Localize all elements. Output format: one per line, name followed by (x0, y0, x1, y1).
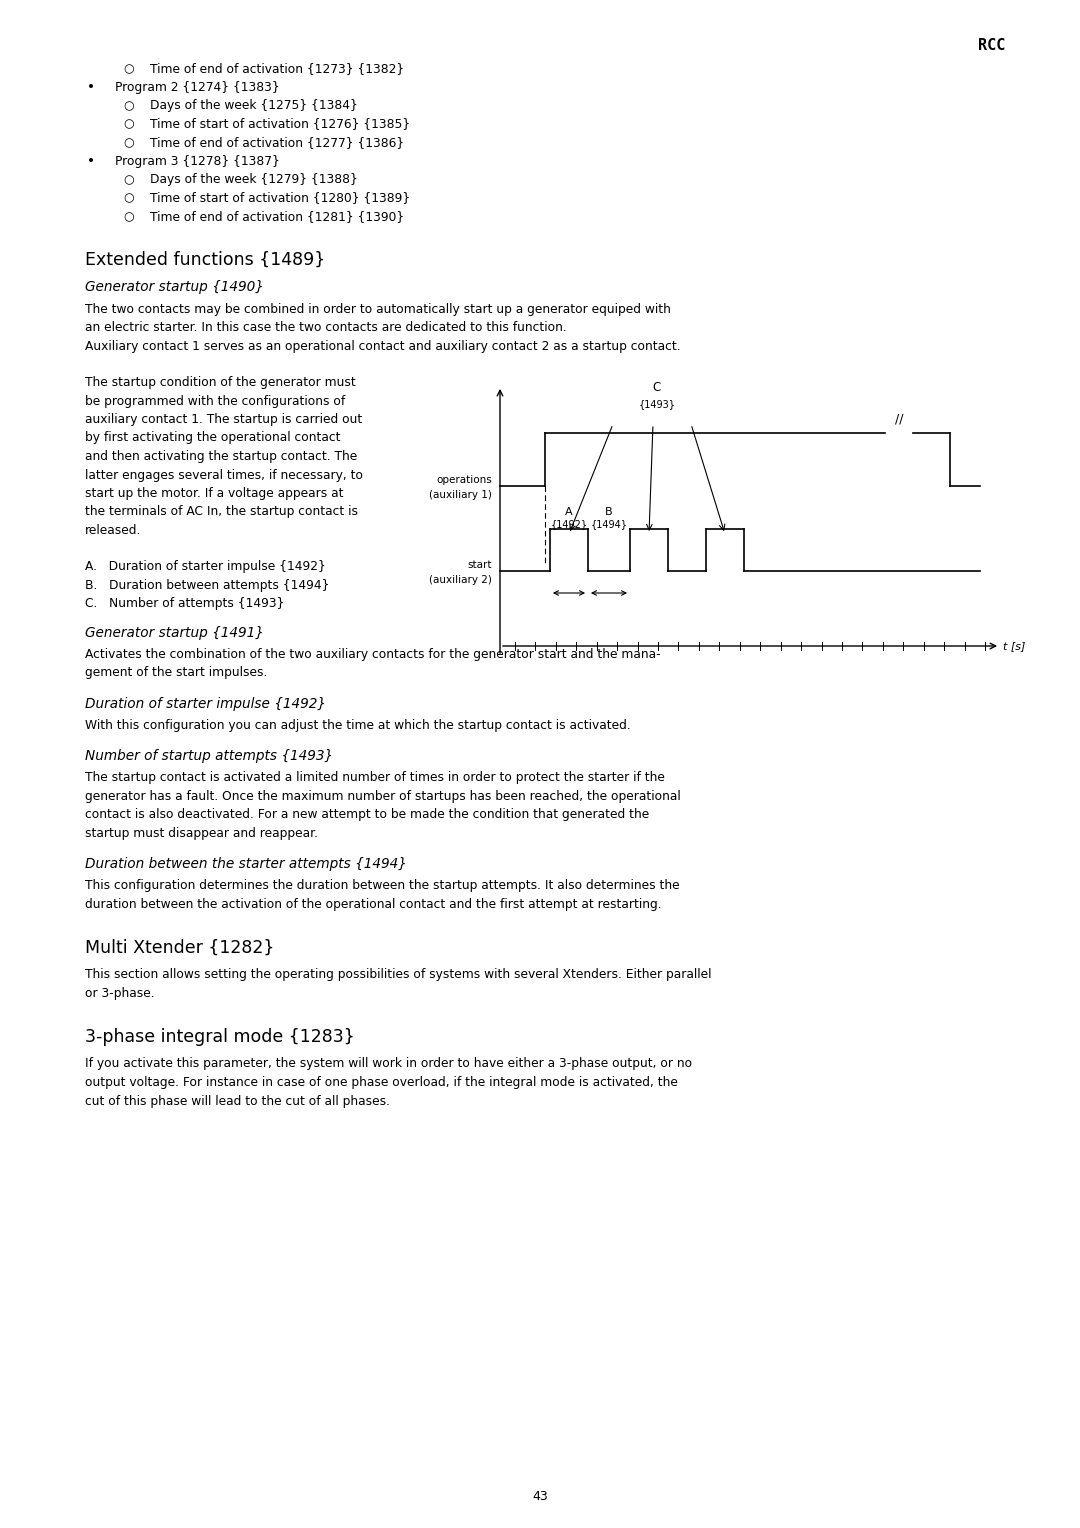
Text: generator has a fault. Once the maximum number of startups has been reached, the: generator has a fault. Once the maximum … (85, 790, 680, 804)
Text: B: B (605, 507, 612, 516)
Text: ○: ○ (123, 136, 134, 150)
Text: Time of start of activation {1276} {1385}: Time of start of activation {1276} {1385… (150, 118, 410, 130)
Text: This configuration determines the duration between the startup attempts. It also: This configuration determines the durati… (85, 880, 679, 892)
Text: released.: released. (85, 524, 141, 536)
Text: {1494}: {1494} (591, 520, 627, 529)
Text: {1492}: {1492} (551, 520, 588, 529)
Text: •: • (87, 81, 95, 95)
Text: A: A (565, 507, 572, 516)
Text: ○: ○ (123, 173, 134, 186)
Text: ○: ○ (123, 63, 134, 75)
Text: C: C (653, 380, 661, 394)
Text: {1493}: {1493} (638, 399, 675, 410)
Text: Generator startup {1490}: Generator startup {1490} (85, 281, 264, 295)
Text: operations: operations (436, 475, 492, 484)
Text: A.   Duration of starter impulse {1492}: A. Duration of starter impulse {1492} (85, 561, 326, 573)
Text: Time of end of activation {1273} {1382}: Time of end of activation {1273} {1382} (150, 63, 404, 75)
Text: (auxiliary 2): (auxiliary 2) (429, 575, 492, 585)
Text: startup must disappear and reappear.: startup must disappear and reappear. (85, 827, 318, 840)
Text: Days of the week {1275} {1384}: Days of the week {1275} {1384} (150, 99, 357, 112)
Text: be programmed with the configurations of: be programmed with the configurations of (85, 394, 346, 408)
Text: (auxiliary 1): (auxiliary 1) (429, 490, 492, 500)
Text: Days of the week {1279} {1388}: Days of the week {1279} {1388} (150, 173, 357, 186)
Text: Extended functions {1489}: Extended functions {1489} (85, 251, 325, 269)
Text: This section allows setting the operating possibilities of systems with several : This section allows setting the operatin… (85, 969, 712, 981)
Text: Number of startup attempts {1493}: Number of startup attempts {1493} (85, 750, 333, 764)
Text: start: start (468, 559, 492, 570)
Text: The two contacts may be combined in order to automatically start up a generator : The two contacts may be combined in orde… (85, 303, 671, 315)
Text: Time of end of activation {1277} {1386}: Time of end of activation {1277} {1386} (150, 136, 404, 150)
Text: cut of this phase will lead to the cut of all phases.: cut of this phase will lead to the cut o… (85, 1094, 390, 1108)
Text: an electric starter. In this case the two contacts are dedicated to this functio: an electric starter. In this case the tw… (85, 321, 567, 335)
Text: output voltage. For instance in case of one phase overload, if the integral mode: output voltage. For instance in case of … (85, 1076, 678, 1089)
Text: latter engages several times, if necessary, to: latter engages several times, if necessa… (85, 469, 363, 481)
Text: ○: ○ (123, 209, 134, 223)
Text: The startup condition of the generator must: The startup condition of the generator m… (85, 376, 355, 390)
Text: Multi Xtender {1282}: Multi Xtender {1282} (85, 938, 274, 957)
Text: auxiliary contact 1. The startup is carried out: auxiliary contact 1. The startup is carr… (85, 413, 362, 426)
Text: C.   Number of attempts {1493}: C. Number of attempts {1493} (85, 597, 284, 611)
Text: 43: 43 (532, 1490, 548, 1502)
Text: 3-phase integral mode {1283}: 3-phase integral mode {1283} (85, 1027, 354, 1045)
Text: Time of start of activation {1280} {1389}: Time of start of activation {1280} {1389… (150, 191, 410, 205)
Text: start up the motor. If a voltage appears at: start up the motor. If a voltage appears… (85, 487, 343, 500)
Text: duration between the activation of the operational contact and the first attempt: duration between the activation of the o… (85, 898, 662, 911)
Text: Activates the combination of the two auxiliary contacts for the generator start : Activates the combination of the two aux… (85, 648, 661, 662)
Text: Program 2 {1274} {1383}: Program 2 {1274} {1383} (114, 81, 280, 93)
Text: Auxiliary contact 1 serves as an operational contact and auxiliary contact 2 as : Auxiliary contact 1 serves as an operati… (85, 339, 680, 353)
Text: Time of end of activation {1281} {1390}: Time of end of activation {1281} {1390} (150, 209, 404, 223)
Text: ○: ○ (123, 99, 134, 112)
Text: The startup contact is activated a limited number of times in order to protect t: The startup contact is activated a limit… (85, 772, 665, 784)
Text: and then activating the startup contact. The: and then activating the startup contact.… (85, 451, 357, 463)
Text: ○: ○ (123, 191, 134, 205)
Text: If you activate this parameter, the system will work in order to have either a 3: If you activate this parameter, the syst… (85, 1057, 692, 1071)
Text: the terminals of AC In, the startup contact is: the terminals of AC In, the startup cont… (85, 506, 357, 518)
Text: //: // (894, 413, 903, 425)
Text: RCC: RCC (977, 38, 1005, 53)
Text: gement of the start impulses.: gement of the start impulses. (85, 666, 268, 680)
Text: Generator startup {1491}: Generator startup {1491} (85, 626, 264, 640)
Text: Duration of starter impulse {1492}: Duration of starter impulse {1492} (85, 697, 326, 711)
Text: t [s]: t [s] (1003, 642, 1025, 651)
Text: contact is also deactivated. For a new attempt to be made the condition that gen: contact is also deactivated. For a new a… (85, 808, 649, 822)
Text: Duration between the starter attempts {1494}: Duration between the starter attempts {1… (85, 857, 407, 871)
Text: or 3-phase.: or 3-phase. (85, 987, 154, 999)
Text: B.   Duration between attempts {1494}: B. Duration between attempts {1494} (85, 579, 329, 591)
Text: ○: ○ (123, 118, 134, 130)
Text: •: • (87, 154, 95, 168)
Text: by first activating the operational contact: by first activating the operational cont… (85, 431, 340, 445)
Text: With this configuration you can adjust the time at which the startup contact is : With this configuration you can adjust t… (85, 720, 631, 732)
Text: Program 3 {1278} {1387}: Program 3 {1278} {1387} (114, 154, 280, 168)
